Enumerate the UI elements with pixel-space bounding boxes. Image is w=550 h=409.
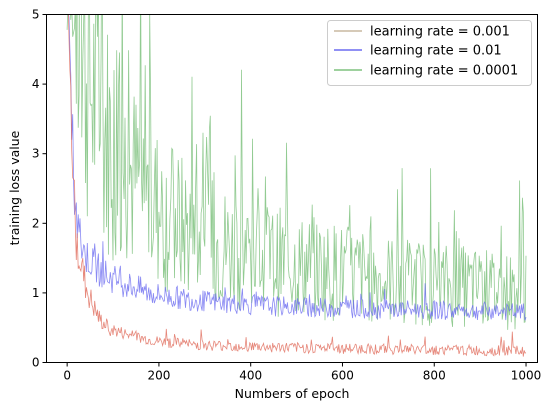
x-tick-label: 800: [423, 369, 446, 383]
x-tick-label: 200: [147, 369, 170, 383]
y-tick-label: 1: [32, 286, 40, 300]
series-line-1: [67, 14, 527, 321]
y-axis-ticks: 0 1 2 3 4 5: [32, 8, 47, 370]
y-tick-label: 3: [32, 147, 40, 161]
x-axis-ticks: 0 200 400 600 800 1000: [63, 362, 542, 383]
legend: learning rate = 0.001 learning rate = 0.…: [327, 20, 532, 86]
x-axis-label: Numbers of epoch: [235, 386, 350, 401]
legend-label-lr-00001: learning rate = 0.0001: [370, 64, 518, 79]
y-tick-label: 0: [32, 356, 40, 370]
y-tick-label: 2: [32, 216, 40, 230]
x-tick-label: 1000: [511, 369, 542, 383]
y-tick-label: 5: [32, 8, 40, 22]
legend-label-lr-001: learning rate = 0.01: [370, 44, 502, 59]
y-axis-label: training loss value: [7, 130, 22, 245]
series-layer: [66, 14, 527, 357]
x-tick-label: 0: [63, 369, 71, 383]
series-line-0: [68, 14, 527, 357]
y-tick-label: 4: [32, 77, 40, 91]
x-tick-label: 400: [239, 369, 262, 383]
legend-box: [327, 20, 532, 86]
plot-frame: [46, 14, 538, 363]
x-tick-label: 600: [331, 369, 354, 383]
legend-label-lr-0001: learning rate = 0.001: [370, 25, 510, 40]
